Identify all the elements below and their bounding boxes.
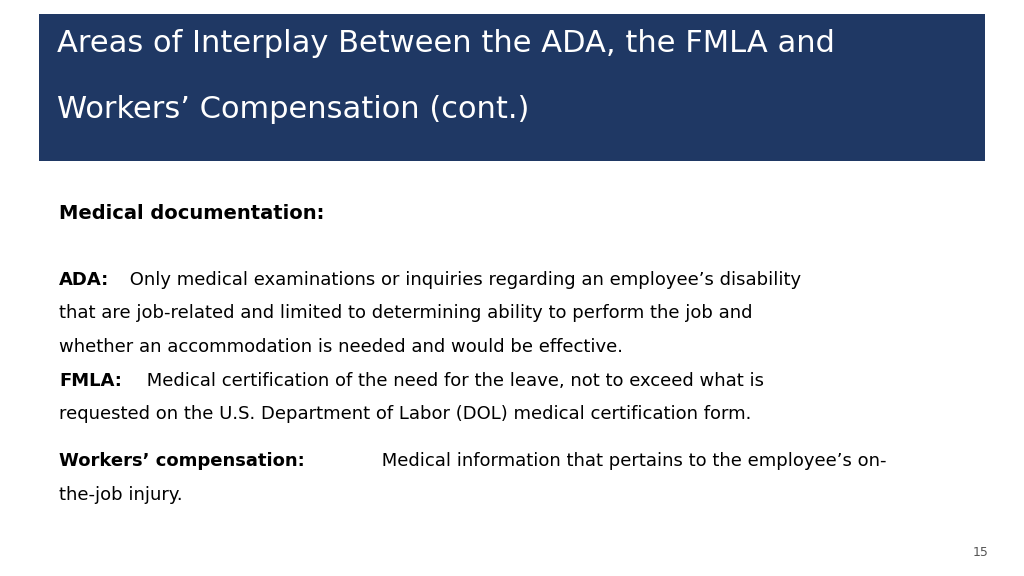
- Text: Medical documentation:: Medical documentation:: [59, 204, 325, 223]
- Text: the-job injury.: the-job injury.: [59, 486, 183, 503]
- FancyBboxPatch shape: [39, 14, 985, 161]
- Text: FMLA:: FMLA:: [59, 372, 122, 389]
- Text: Workers’ compensation:: Workers’ compensation:: [59, 452, 305, 470]
- Text: requested on the U.S. Department of Labor (DOL) medical certification form.: requested on the U.S. Department of Labo…: [59, 405, 752, 423]
- Text: Areas of Interplay Between the ADA, the FMLA and: Areas of Interplay Between the ADA, the …: [57, 29, 836, 58]
- Text: 15: 15: [972, 545, 988, 559]
- Text: ADA:: ADA:: [59, 271, 110, 289]
- Text: that are job-related and limited to determining ability to perform the job and: that are job-related and limited to dete…: [59, 304, 753, 322]
- Text: Medical certification of the need for the leave, not to exceed what is: Medical certification of the need for th…: [140, 372, 764, 389]
- Text: whether an accommodation is needed and would be effective.: whether an accommodation is needed and w…: [59, 338, 624, 355]
- Text: Only medical examinations or inquiries regarding an employee’s disability: Only medical examinations or inquiries r…: [124, 271, 802, 289]
- Text: Medical information that pertains to the employee’s on-: Medical information that pertains to the…: [377, 452, 887, 470]
- Text: Workers’ Compensation (cont.): Workers’ Compensation (cont.): [57, 95, 529, 124]
